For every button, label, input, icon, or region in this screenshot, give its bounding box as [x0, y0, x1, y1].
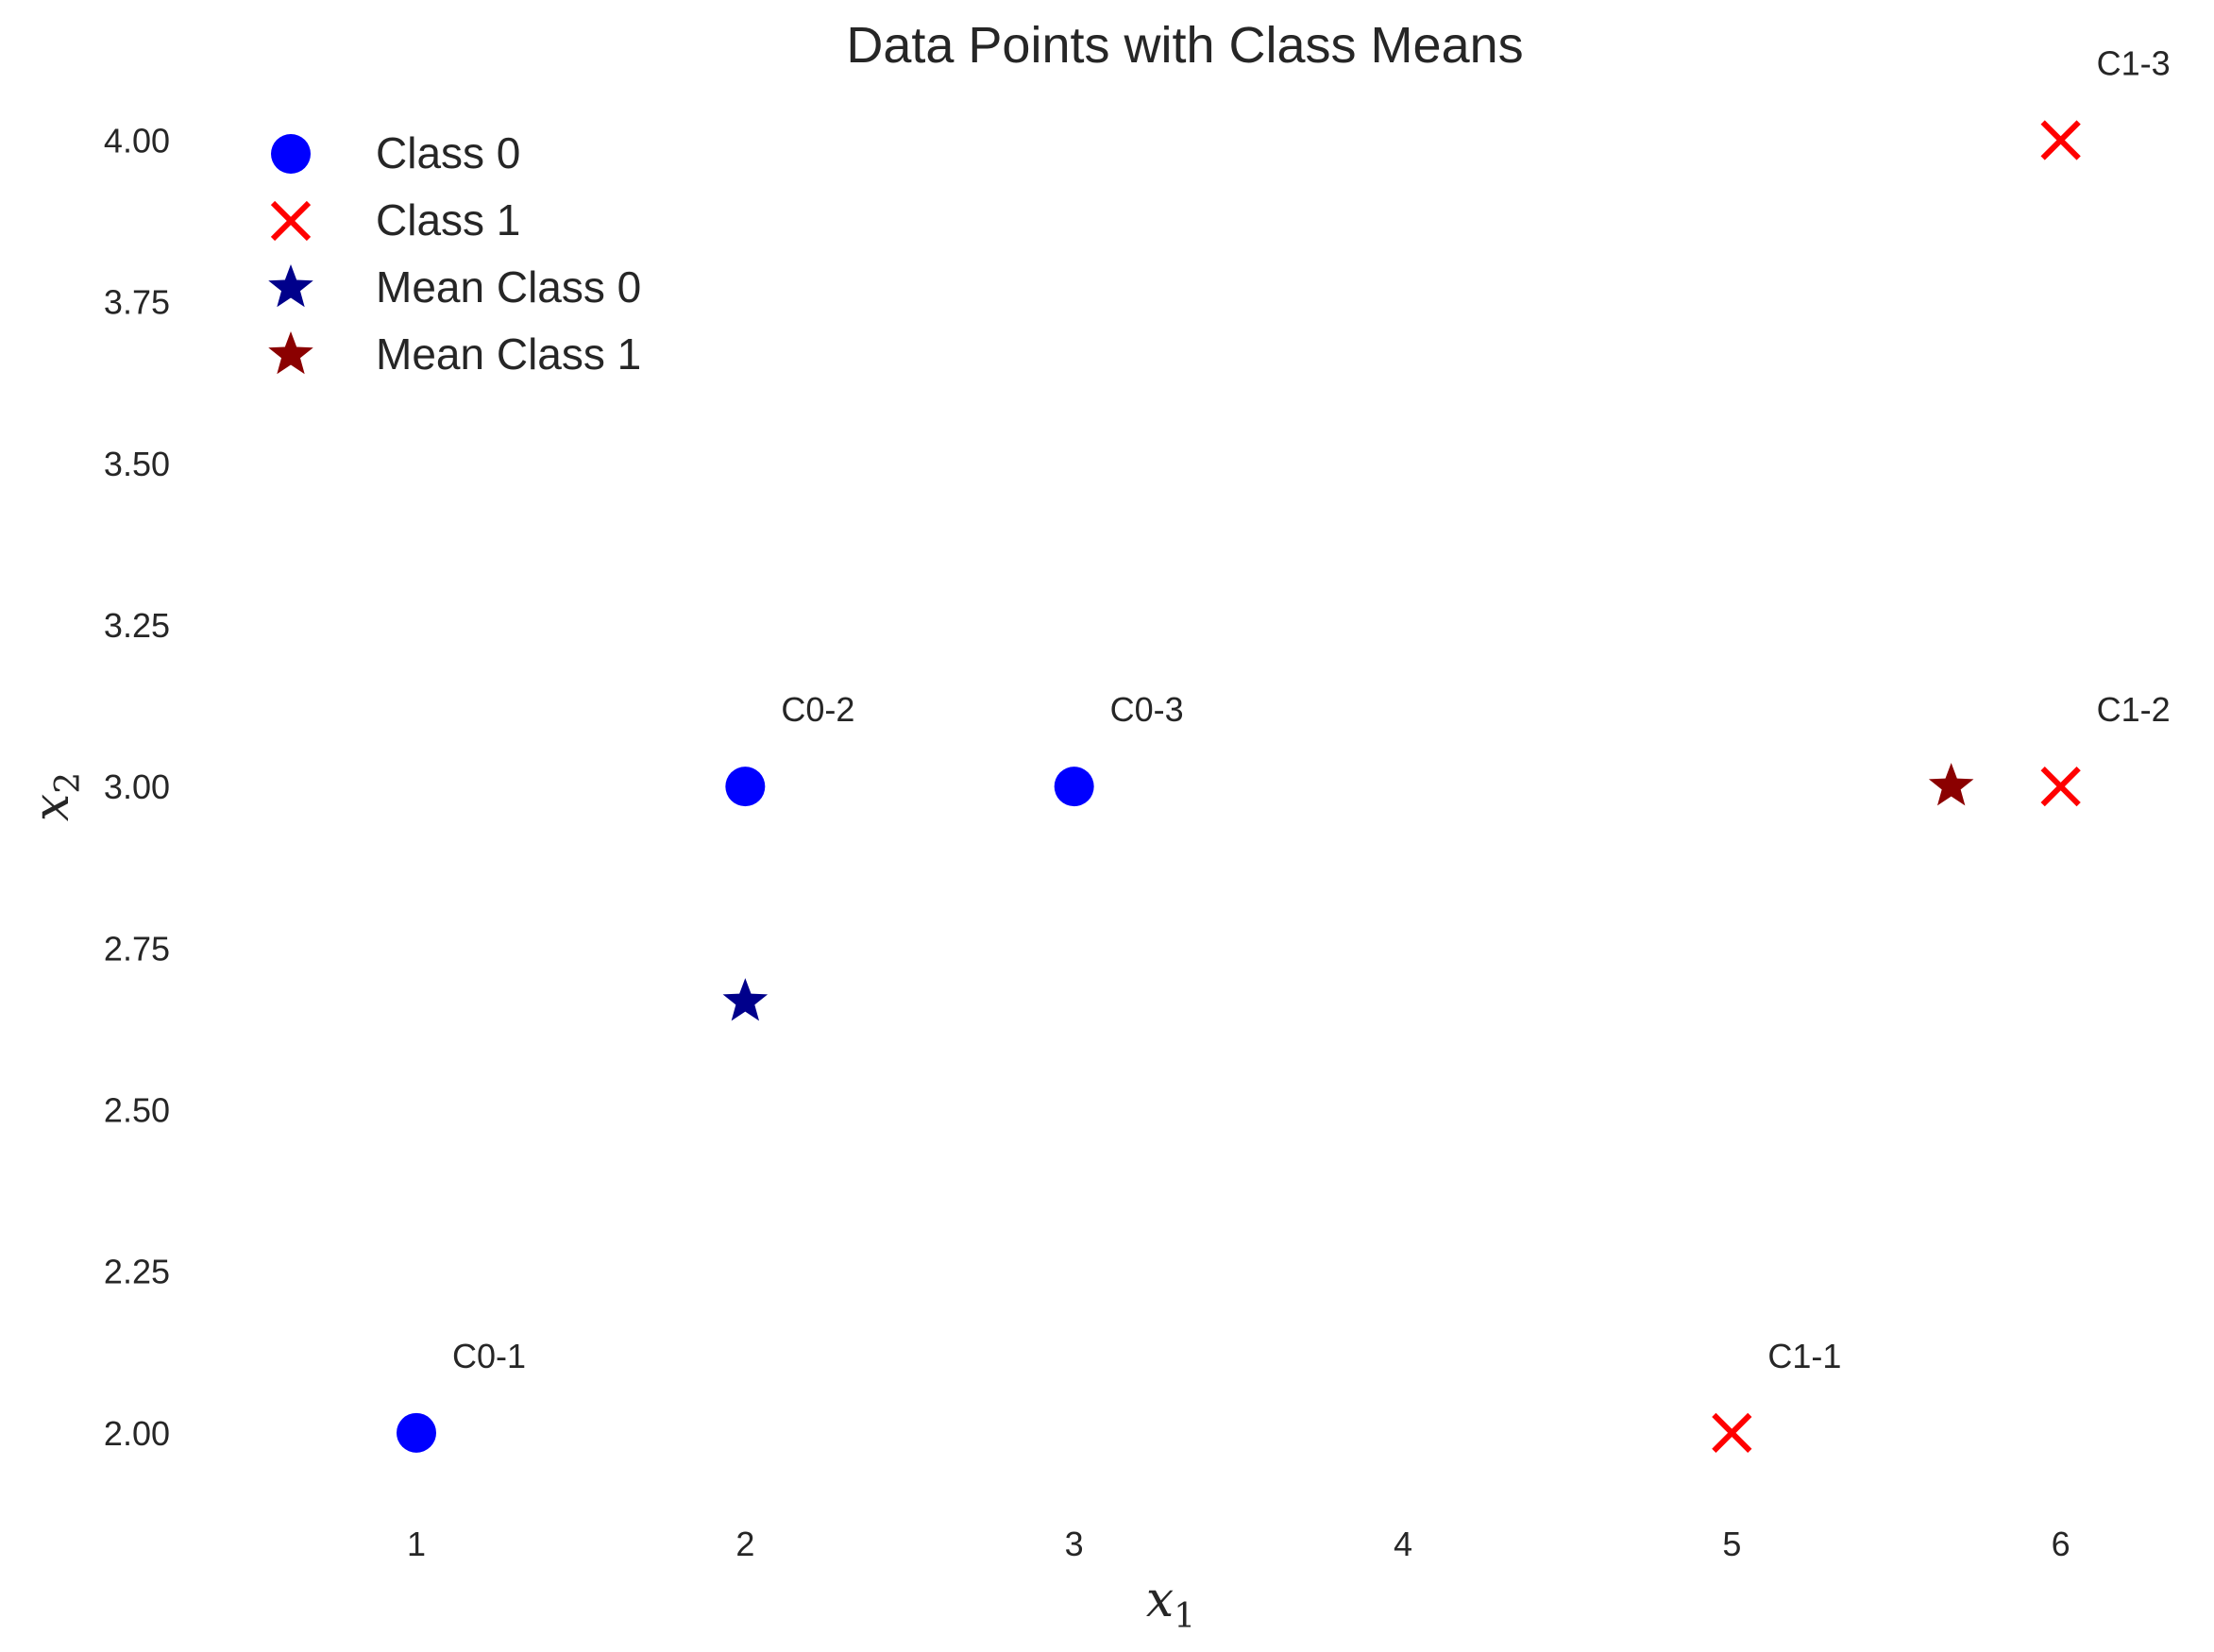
y-tick-label: 4.00: [104, 121, 170, 160]
data-point-circle: [1054, 767, 1094, 807]
y-axis-label-main: x: [24, 794, 80, 821]
point-label: C1-3: [2097, 43, 2171, 82]
x-tick-label: 4: [1394, 1525, 1412, 1563]
y-axis-label-subscript: 2: [49, 772, 88, 794]
y-tick-label: 2.75: [104, 929, 170, 968]
y-tick-label: 2.50: [104, 1090, 170, 1129]
data-point-star: [1928, 763, 1974, 806]
legend: Class 0 Class 1 Mean Class 0 Mean Class 1: [268, 128, 641, 379]
y-tick-label: 2.25: [104, 1253, 170, 1291]
legend-label: Mean Class 1: [376, 329, 641, 379]
legend-marker: [268, 264, 313, 308]
point-label: C0-3: [1110, 690, 1184, 729]
y-tick-label: 3.50: [104, 445, 170, 483]
x-tick-label: 1: [407, 1525, 426, 1563]
y-tick-label: 2.00: [104, 1414, 170, 1453]
x-tick-labels: 1 2 3 4 5 6: [407, 1525, 2070, 1563]
data-point-circle: [397, 1412, 436, 1453]
chart-title: Data Points with Class Means: [846, 17, 1523, 74]
legend-label: Class 1: [376, 195, 520, 244]
x-axis-label-subscript: 1: [1174, 1597, 1195, 1636]
point-label: C0-2: [781, 690, 854, 729]
legend-marker: [270, 200, 312, 242]
legend-marker: [271, 134, 311, 174]
y-axis-label: x2: [24, 772, 88, 821]
x-axis-label: x1: [1146, 1572, 1195, 1636]
x-axis-label-main: x: [1146, 1572, 1174, 1628]
point-annotations: C0-1 C0-2 C0-3 C1-1 C1-2 C1-3: [452, 43, 2171, 1374]
point-label: C1-2: [2097, 690, 2171, 729]
y-tick-labels: 2.00 2.25 2.50 2.75 3.00 3.25 3.50 3.75 4.00: [104, 121, 170, 1452]
x-tick-label: 5: [1722, 1525, 1741, 1563]
data-point-x: [2040, 120, 2081, 160]
legend-label: Mean Class 0: [376, 262, 641, 312]
data-point-star: [722, 978, 769, 1021]
data-point-x: [2040, 767, 2081, 807]
x-tick-label: 6: [2052, 1525, 2070, 1563]
y-tick-label: 3.75: [104, 283, 170, 322]
data-point-circle: [725, 767, 766, 807]
y-tick-label: 3.25: [104, 606, 170, 645]
y-tick-label: 3.00: [104, 767, 170, 806]
data-point-x: [1712, 1412, 1752, 1453]
point-label: C1-1: [1767, 1337, 1841, 1375]
x-tick-label: 3: [1065, 1525, 1084, 1563]
data-markers: [397, 120, 2081, 1453]
x-tick-label: 2: [735, 1525, 754, 1563]
legend-label: Class 0: [376, 128, 520, 177]
point-label: C0-1: [452, 1337, 526, 1375]
legend-marker: [268, 331, 313, 375]
